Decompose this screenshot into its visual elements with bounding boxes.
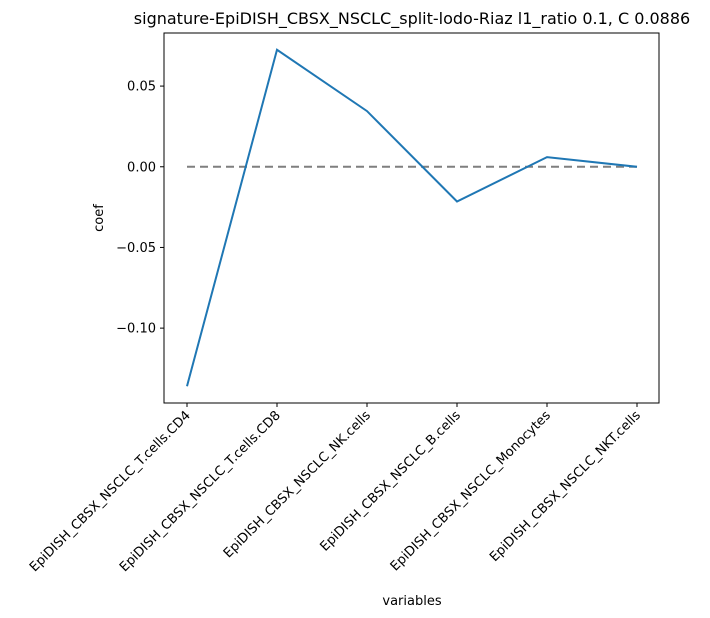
coef-series-line <box>186 48 638 387</box>
x-tick-label: EpiDISH_CBSX_NSCLC_NK.cells <box>221 408 374 561</box>
y-tick-label: −0.10 <box>116 322 156 337</box>
x-tick-label: EpiDISH_CBSX_NSCLC_T.cells.CD8 <box>117 408 284 575</box>
x-tick-label: EpiDISH_CBSX_NSCLC_T.cells.CD4 <box>27 408 194 575</box>
y-tick-label: −0.05 <box>116 241 156 256</box>
x-tick-label: EpiDISH_CBSX_NSCLC_NKT.cells <box>487 408 644 565</box>
x-axis-label: variables <box>382 594 441 609</box>
x-tick-label: EpiDISH_CBSX_NSCLC_B.cells <box>317 408 463 554</box>
y-axis-label: coef <box>92 204 107 232</box>
x-tick-label: EpiDISH_CBSX_NSCLC_Monocytes <box>388 408 554 574</box>
chart-title: signature-EpiDISH_CBSX_NSCLC_split-lodo-… <box>134 9 690 29</box>
y-tick-label: 0.00 <box>127 160 156 175</box>
x-axis-ticks: EpiDISH_CBSX_NSCLC_T.cells.CD4EpiDISH_CB… <box>27 403 644 575</box>
y-axis-ticks: −0.10 −0.05 0.00 0.05 <box>116 80 164 337</box>
plot-area-frame <box>163 32 660 404</box>
y-tick-label: 0.05 <box>127 80 156 95</box>
